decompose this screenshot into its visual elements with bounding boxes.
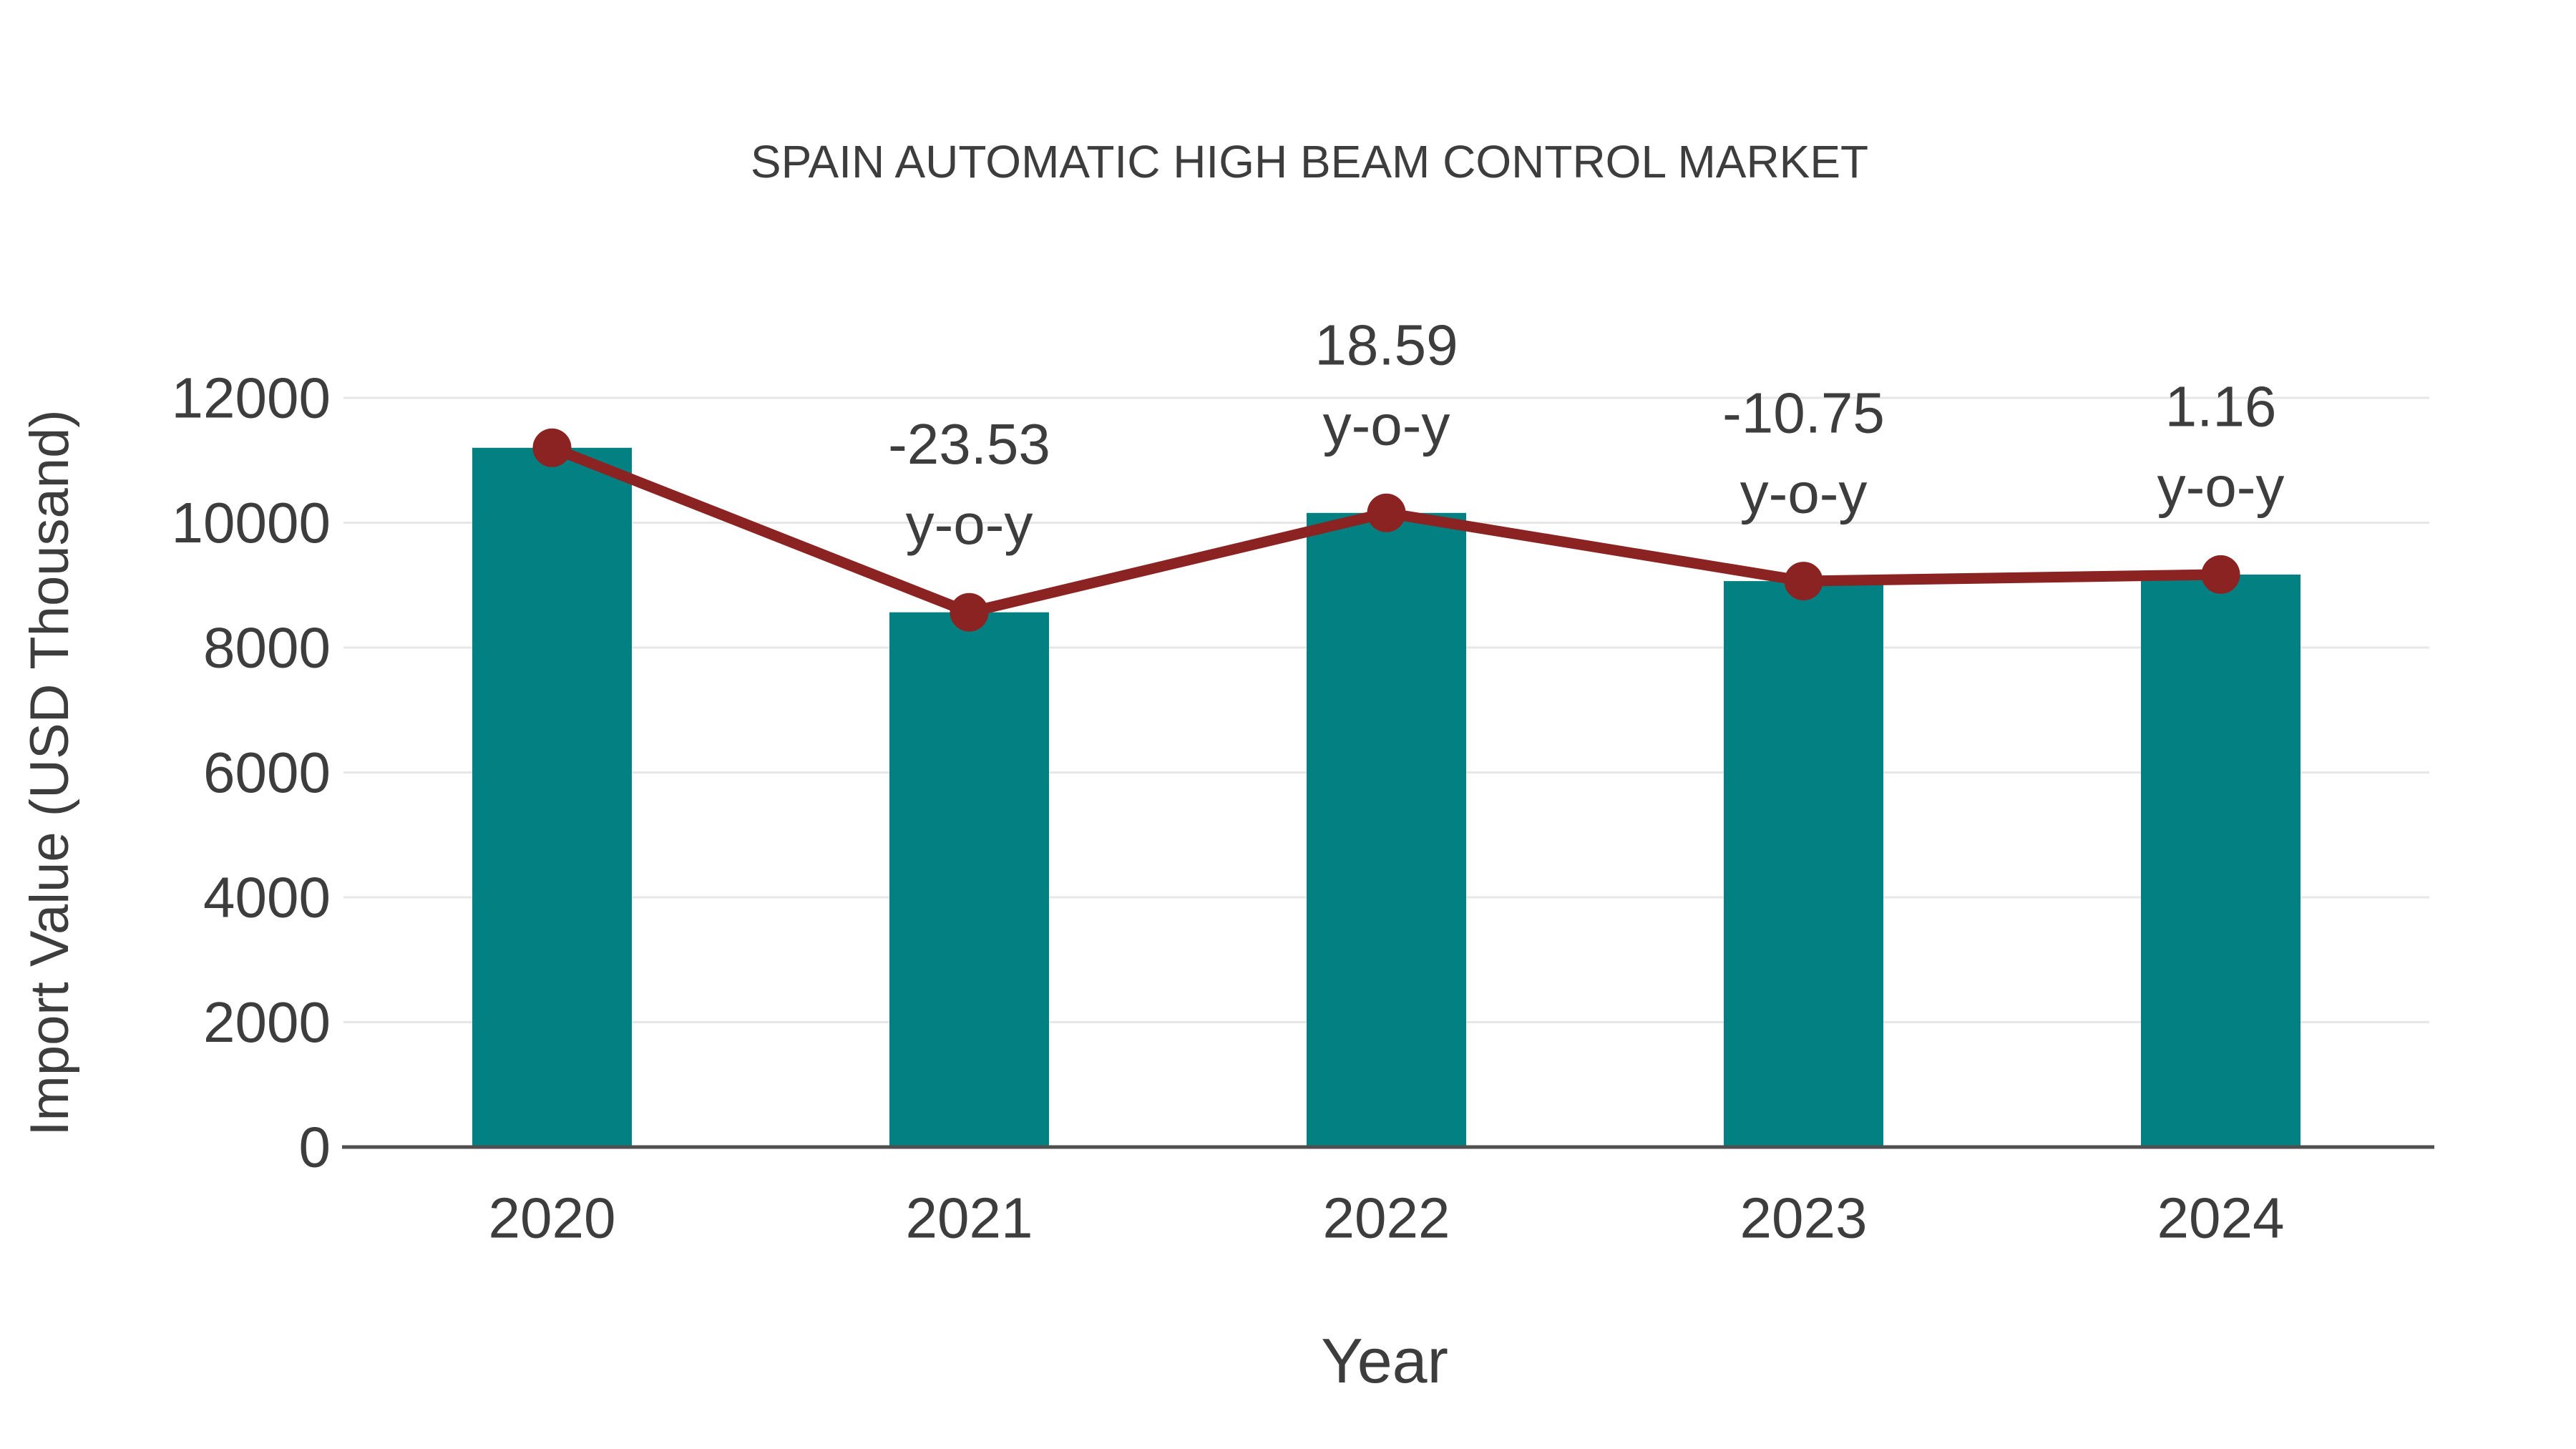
bar-2021: [889, 612, 1049, 1147]
y-tick-8000: 8000: [203, 616, 331, 680]
x-axis-tick-labels: 2020 2021 2022 2023 2024: [489, 1186, 2285, 1250]
y-tick-0: 0: [299, 1116, 331, 1179]
y-tick-10000: 10000: [172, 491, 331, 555]
annotation-suffix-2023: y-o-y: [1740, 462, 1868, 525]
chart-title: SPAIN AUTOMATIC HIGH BEAM CONTROL MARKET: [751, 136, 1868, 187]
annotation-suffix-2022: y-o-y: [1323, 393, 1450, 457]
bar-2020: [472, 447, 632, 1147]
marker-2021: [950, 592, 989, 632]
x-tick-2023: 2023: [1740, 1186, 1868, 1250]
y-axis-tick-labels: 0 2000 4000 6000 8000 10000 12000: [172, 366, 331, 1179]
x-tick-2021: 2021: [906, 1186, 1033, 1250]
x-tick-2024: 2024: [2157, 1186, 2285, 1250]
y-tick-4000: 4000: [203, 866, 331, 930]
y-tick-6000: 6000: [203, 741, 331, 804]
annotation-value-2024: 1.16: [2165, 374, 2277, 438]
marker-2023: [1784, 562, 1823, 601]
annotation-value-2023: -10.75: [1722, 381, 1885, 445]
trend-markers: [532, 428, 2240, 632]
bar-2023: [1724, 581, 1883, 1147]
annotation-suffix-2021: y-o-y: [906, 492, 1033, 556]
bar-2022: [1307, 512, 1466, 1147]
x-tick-2020: 2020: [489, 1186, 616, 1250]
marker-2022: [1367, 493, 1406, 532]
y-axis-label: Import Value (USD Thousand): [19, 409, 80, 1136]
yoy-annotations: -23.53 y-o-y 18.59 y-o-y -10.75 y-o-y 1.16 y-o-…: [888, 313, 2284, 556]
annotation-value-2021: -23.53: [888, 412, 1050, 476]
marker-2020: [532, 428, 572, 467]
x-axis-label: Year: [1321, 1325, 1448, 1396]
y-tick-2000: 2000: [203, 990, 331, 1054]
bar-series: [472, 447, 2301, 1147]
y-tick-12000: 12000: [172, 366, 331, 430]
x-tick-2022: 2022: [1323, 1186, 1450, 1250]
annotation-suffix-2024: y-o-y: [2157, 454, 2285, 518]
bar-2024: [2141, 574, 2301, 1147]
annotation-value-2022: 18.59: [1314, 313, 1458, 376]
marker-2024: [2201, 555, 2240, 594]
